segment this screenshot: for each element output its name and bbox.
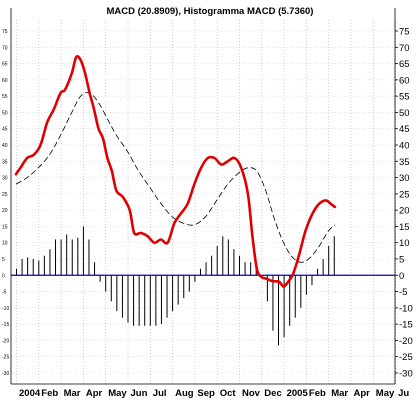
y-tick-label-left: -25 [2, 355, 9, 361]
x-tick-label: Apr [86, 388, 103, 399]
x-tick-label: Ju [398, 388, 409, 399]
x-tick-label: Feb [309, 388, 326, 399]
y-tick-label-left: 40 [2, 143, 8, 149]
y-tick-label-left: 75 [2, 29, 8, 35]
x-tick-label: Dec [264, 388, 281, 399]
y-tick-label-right: -15 [399, 320, 413, 331]
x-axis: 2004 Feb Mar Apr May Jun Jul Aug Sep Oct Nov Dec 200… [19, 388, 409, 399]
y-tick-label-right: 55 [399, 92, 410, 103]
y-tick-label-right: 20 [399, 206, 410, 217]
grid [10, 8, 396, 385]
x-tick-label: Sep [197, 388, 215, 399]
y-tick-label-right: -25 [399, 352, 413, 363]
y-tick-label-right: 25 [399, 189, 410, 200]
x-tick-label: Nov [242, 388, 261, 399]
y-tick-label-right: 5 [399, 255, 404, 266]
y-tick-label-left: 10 [2, 241, 8, 247]
y-tick-label-right: 45 [399, 124, 410, 135]
y-axis-left: -30 -25 -20 -15 -10 -5 0 5 10 15 20 25 30 35 40 45 50 55 6… [2, 29, 9, 377]
y-tick-label-left: 45 [2, 127, 8, 133]
macd-line [14, 55, 337, 288]
y-tick-label-left: 0 [2, 273, 5, 279]
y-tick-label-left: -20 [2, 338, 9, 344]
y-tick-label-right: 0 [399, 271, 404, 282]
y-tick-label-left: -15 [2, 322, 9, 328]
y-tick-label-left: 5 [2, 257, 5, 263]
y-tick-label-right: 50 [399, 108, 410, 119]
y-tick-label-left: -30 [2, 371, 9, 377]
y-axis-right: -30 -25 -20 -15 -10 -5 0 5 10 15 20 25 30 35 40 45 50 55 6… [395, 27, 413, 380]
x-tick-label: Jul [153, 388, 167, 399]
y-tick-label-right: 60 [399, 75, 410, 86]
y-tick-label-right: -30 [399, 369, 413, 380]
y-tick-label-left: 25 [2, 192, 8, 198]
y-tick-label-left: 50 [2, 110, 8, 116]
y-tick-label-left: 35 [2, 159, 8, 165]
y-tick-label-right: 70 [399, 43, 410, 54]
y-tick-label-right: 15 [399, 222, 410, 233]
x-tick-label: Jun [131, 388, 148, 399]
x-tick-label: May [376, 388, 395, 399]
y-tick-label-left: 60 [2, 78, 8, 84]
y-tick-label-left: -10 [2, 306, 9, 312]
y-tick-label-left: -5 [2, 290, 7, 296]
y-tick-label-right: 35 [399, 157, 410, 168]
x-tick-label: Mar [64, 388, 81, 399]
y-tick-label-right: 40 [399, 141, 410, 152]
y-tick-label-left: 15 [2, 224, 8, 230]
x-tick-label: Aug [175, 388, 194, 399]
y-tick-label-right: 75 [399, 27, 410, 38]
x-tick-label: May [108, 388, 127, 399]
x-tick-label: 2005 [287, 388, 309, 399]
x-tick-label: Oct [220, 388, 237, 399]
y-tick-label-left: 20 [2, 208, 8, 214]
chart-title: MACD (20.8909), Histogramma MACD (5.7360… [107, 6, 314, 17]
y-tick-label-right: -20 [399, 336, 413, 347]
y-tick-label-left: 30 [2, 176, 8, 182]
y-tick-label-right: 10 [399, 238, 410, 249]
y-tick-label-left: 65 [2, 62, 8, 68]
y-tick-label-left: 70 [2, 45, 8, 51]
y-tick-label-left: 55 [2, 94, 8, 100]
x-tick-label: Apr [354, 388, 371, 399]
y-tick-label-right: -10 [399, 303, 413, 314]
x-tick-label: 2004 [19, 388, 41, 399]
y-tick-label-right: 30 [399, 173, 410, 184]
x-tick-label: Feb [41, 388, 58, 399]
y-tick-label-right: -5 [399, 287, 407, 298]
y-tick-label-right: 65 [399, 59, 410, 70]
x-tick-label: Mar [331, 388, 348, 399]
signal-line [15, 92, 336, 263]
